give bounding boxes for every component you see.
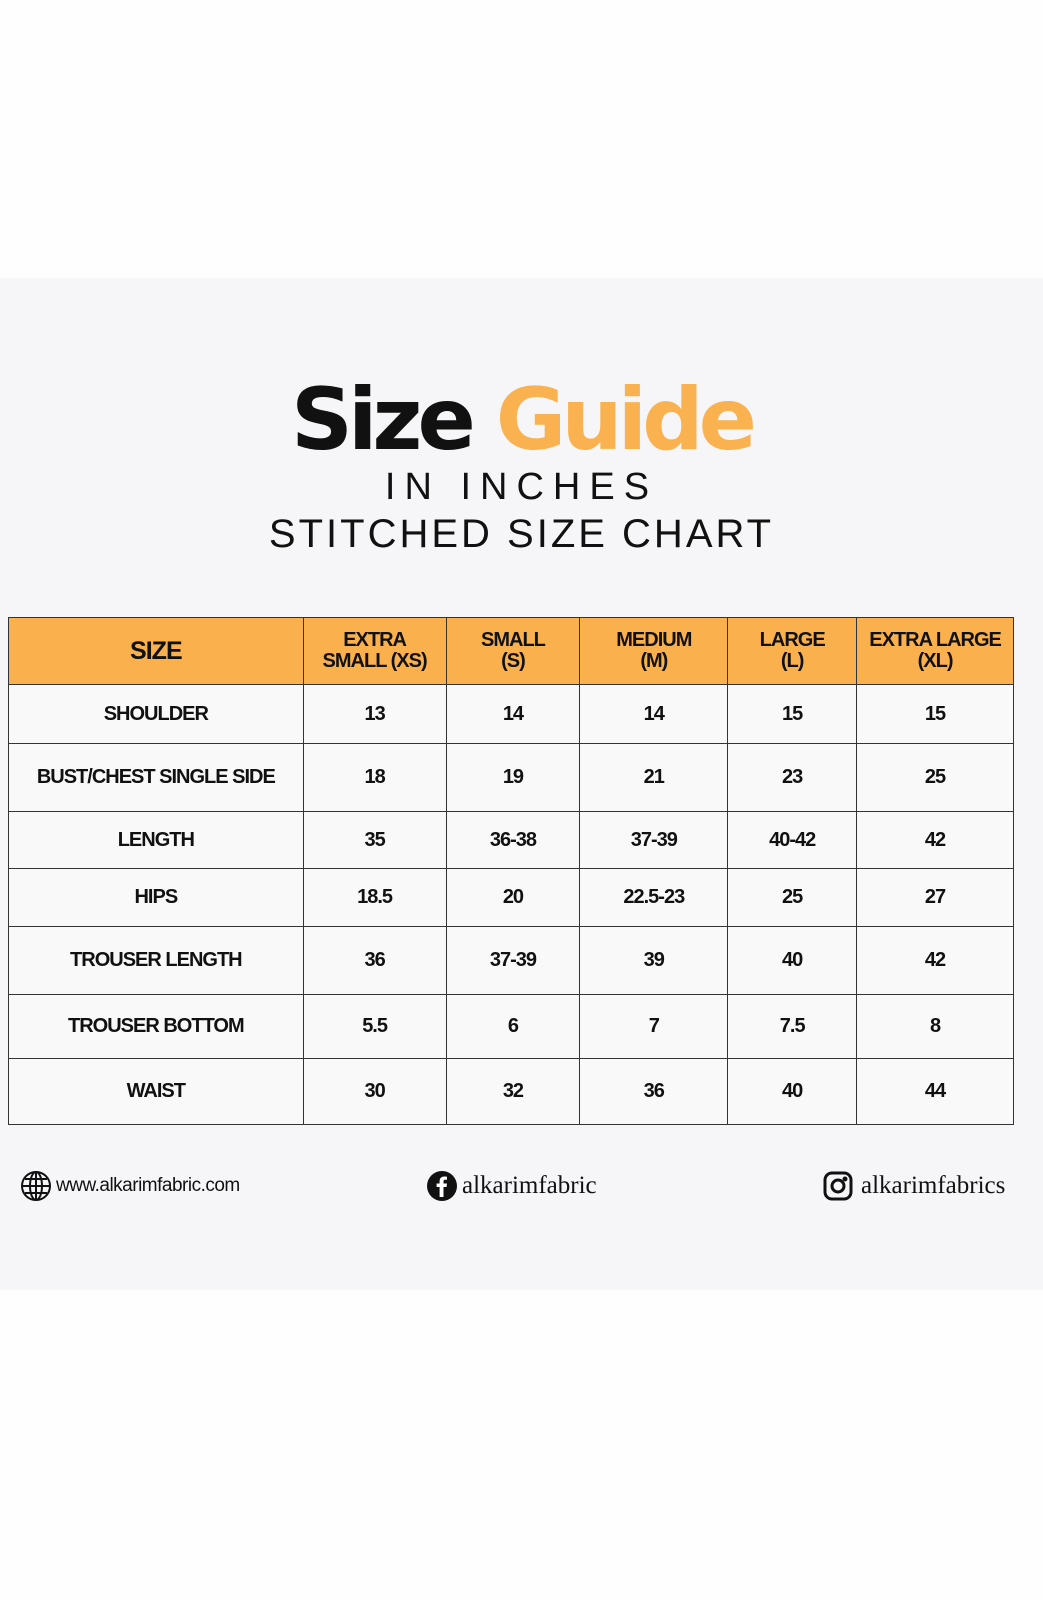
row-label: HIPS: [8, 868, 304, 927]
subtitle: IN INCHES: [384, 466, 659, 508]
table-cell: 40-42: [727, 811, 858, 869]
table-cell: 14: [579, 684, 729, 744]
title-size: Size: [291, 370, 476, 470]
table-cell: 36: [579, 1058, 729, 1125]
table-cell: 36-38: [445, 811, 581, 869]
table-row: WAIST 30 32 36 40 44: [8, 1058, 1014, 1125]
row-label: TROUSER BOTTOM: [8, 994, 304, 1059]
instagram-text[interactable]: alkarimfabrics: [861, 1172, 1006, 1199]
row-label: LENGTH: [8, 811, 304, 869]
title-guide: Guide: [495, 370, 757, 470]
table-cell: 14: [445, 684, 581, 744]
table-row: LENGTH 35 36-38 37-39 40-42 42: [8, 811, 1014, 869]
table-cell: 37-39: [579, 811, 729, 869]
size-table: SIZE EXTRA SMALL (XS) SMALL (S) MEDIUM (M) LARG…: [8, 617, 1014, 1125]
column-header-line: (L): [780, 650, 805, 672]
header-row: SIZE EXTRA SMALL (XS) SMALL (S) MEDIUM (M) LARG…: [8, 617, 1014, 685]
row-label: BUST/CHEST SINGLE SIDE: [8, 743, 304, 812]
table-cell: 44: [856, 1058, 1014, 1125]
table-cell: 20: [445, 868, 581, 927]
column-header: EXTRA LARGE (XL): [856, 617, 1014, 685]
column-header-line: LARGE: [759, 629, 826, 651]
table-row: TROUSER BOTTOM 5.5 6 7 7.5 8: [8, 994, 1014, 1059]
website-link[interactable]: www.alkarimfabric.com: [20, 1168, 240, 1204]
table-cell: 27: [856, 868, 1014, 927]
table-row: SHOULDER 13 14 14 15 15: [8, 684, 1014, 744]
table-cell: 13: [302, 684, 447, 744]
table-cell: 8: [856, 994, 1014, 1059]
column-header-line: EXTRA LARGE: [869, 629, 1002, 651]
table-cell: 7: [579, 994, 729, 1059]
page-title: Size Guide: [0, 372, 1043, 468]
column-header-line: MEDIUM: [616, 629, 692, 651]
table-cell: 15: [727, 684, 858, 744]
column-header: SIZE: [8, 617, 304, 685]
row-label: TROUSER LENGTH: [8, 926, 304, 995]
table-row: BUST/CHEST SINGLE SIDE 18 19 21 23 25: [8, 743, 1014, 812]
website-text[interactable]: www.alkarimfabric.com: [56, 1175, 240, 1196]
chart-title: STITCHED SIZE CHART: [268, 512, 775, 556]
column-header-line: (M): [640, 650, 668, 672]
table-cell: 19: [445, 743, 581, 812]
column-header-line: SMALL (XS): [322, 650, 428, 672]
column-header-line: (XL): [917, 650, 954, 672]
table-cell: 21: [579, 743, 729, 812]
table-cell: 7.5: [727, 994, 858, 1059]
table-cell: 25: [856, 743, 1014, 812]
row-label: WAIST: [8, 1058, 304, 1125]
table-row: TROUSER LENGTH 36 37-39 39 40 42: [8, 926, 1014, 995]
column-header-line: SIZE: [130, 636, 183, 665]
column-header-line: (S): [501, 650, 526, 672]
globe-icon: [20, 1170, 52, 1202]
table-cell: 40: [727, 926, 858, 995]
table-cell: 36: [302, 926, 447, 995]
table-cell: 37-39: [445, 926, 581, 995]
table-cell: 15: [856, 684, 1014, 744]
column-header: LARGE (L): [727, 617, 858, 685]
table-cell: 39: [579, 926, 729, 995]
table-cell: 35: [302, 811, 447, 869]
table-cell: 5.5: [302, 994, 447, 1059]
table-row: HIPS 18.5 20 22.5-23 25 27: [8, 868, 1014, 927]
table-cell: 18: [302, 743, 447, 812]
instagram-icon: [823, 1171, 853, 1201]
column-header-line: EXTRA: [343, 629, 407, 651]
row-label: SHOULDER: [8, 684, 304, 744]
table-cell: 25: [727, 868, 858, 927]
facebook-text[interactable]: alkarimfabric: [462, 1172, 597, 1199]
instagram-link[interactable]: alkarimfabrics: [823, 1168, 1005, 1204]
column-header: MEDIUM (M): [579, 617, 729, 685]
column-header: EXTRA SMALL (XS): [302, 617, 447, 685]
table-cell: 32: [445, 1058, 581, 1125]
table-cell: 30: [302, 1058, 447, 1125]
table-cell: 42: [856, 926, 1014, 995]
facebook-icon: [426, 1170, 458, 1202]
table-cell: 18.5: [302, 868, 447, 927]
column-header: SMALL (S): [445, 617, 581, 685]
table-cell: 6: [445, 994, 581, 1059]
table-cell: 22.5-23: [579, 868, 729, 927]
table-cell: 23: [727, 743, 858, 812]
table-cell: 40: [727, 1058, 858, 1125]
column-header-line: SMALL: [481, 629, 546, 651]
facebook-link[interactable]: alkarimfabric: [426, 1168, 597, 1204]
table-cell: 42: [856, 811, 1014, 869]
